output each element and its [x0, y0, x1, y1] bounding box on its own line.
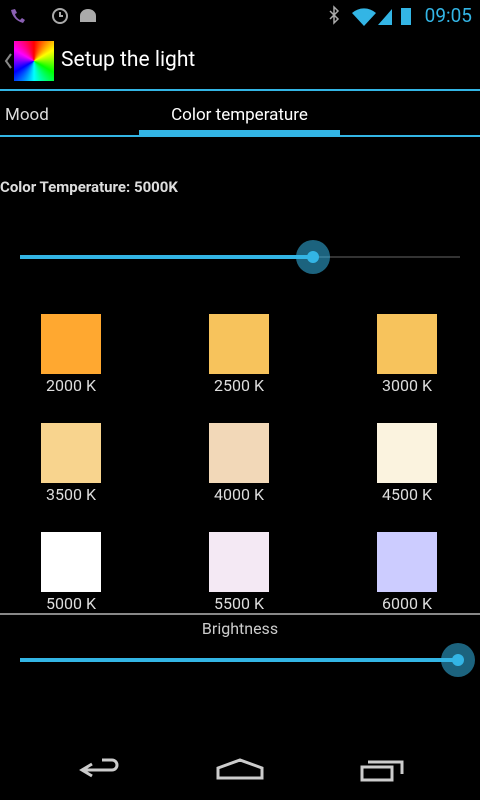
slider-thumb-core [307, 251, 319, 263]
temperature-slider[interactable] [0, 238, 480, 278]
nav-bar [79, 758, 404, 782]
tab-indicator [139, 130, 340, 136]
brightness-label: Brightness [201, 619, 279, 638]
status-bar: 09:05 [0, 0, 480, 32]
swatch-label: 6000 K [382, 594, 432, 613]
recents-button[interactable] [360, 760, 404, 782]
swatch-label: 5000 K [46, 594, 96, 613]
swatch[interactable] [41, 532, 101, 592]
swatch[interactable] [41, 314, 101, 374]
slider-fill [20, 658, 458, 662]
swatch-label: 3500 K [46, 485, 96, 504]
temperature-label: Color Temperature: 5000K [0, 178, 178, 196]
action-bar[interactable]: Setup the light [0, 32, 480, 89]
swatch[interactable] [209, 532, 269, 592]
swatch-label: 2000 K [46, 376, 96, 395]
tab[interactable]: Mood [5, 105, 49, 125]
swatch[interactable] [209, 314, 269, 374]
clock: 09:05 [424, 4, 472, 27]
swatch[interactable] [41, 423, 101, 483]
title: Setup the light [61, 48, 196, 72]
divider [0, 89, 480, 91]
slider-fill [20, 255, 313, 259]
swatch[interactable] [377, 423, 437, 483]
up-caret [4, 53, 12, 69]
tab[interactable]: Color temperature [171, 105, 308, 125]
swatch-label: 4500 K [382, 485, 432, 504]
status-icons [11, 8, 96, 24]
swatch-label: 4000 K [214, 485, 264, 504]
app-icon [14, 41, 54, 81]
divider [0, 135, 480, 137]
back-button[interactable] [79, 758, 119, 778]
swatch-label: 3000 K [382, 376, 432, 395]
divider [0, 613, 480, 615]
swatch[interactable] [209, 423, 269, 483]
swatch[interactable] [377, 532, 437, 592]
swatch-label: 5500 K [214, 594, 264, 613]
home-button[interactable] [216, 758, 264, 780]
swatch[interactable] [377, 314, 437, 374]
swatch-label: 2500 K [214, 376, 264, 395]
slider-thumb-core [452, 654, 464, 666]
status-icons-right [329, 5, 411, 27]
brightness-slider[interactable] [0, 640, 480, 680]
